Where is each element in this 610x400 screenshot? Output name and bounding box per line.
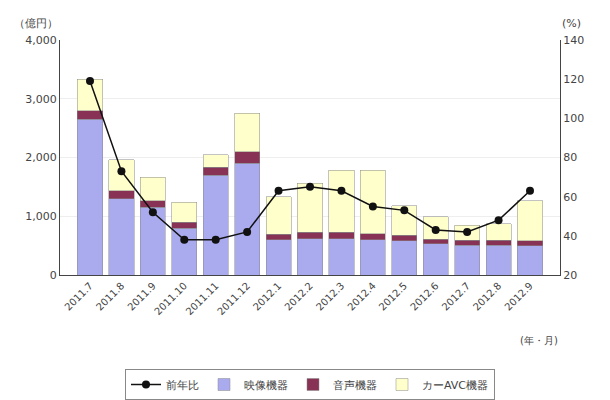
svg-text:映像機器: 映像機器 xyxy=(244,379,288,392)
svg-text:60: 60 xyxy=(563,191,577,204)
svg-text:(年・月): (年・月) xyxy=(520,335,558,346)
svg-text:2012.7: 2012.7 xyxy=(440,280,473,313)
svg-text:カーAVC機器: カーAVC機器 xyxy=(422,379,488,392)
svg-text:2011.12: 2011.12 xyxy=(215,280,252,317)
svg-text:1,000: 1,000 xyxy=(25,210,57,223)
svg-text:2012.9: 2012.9 xyxy=(502,280,535,313)
svg-text:20: 20 xyxy=(563,269,577,282)
svg-text:2012.5: 2012.5 xyxy=(377,280,410,313)
svg-text:2,000: 2,000 xyxy=(25,151,57,164)
svg-text:2012.4: 2012.4 xyxy=(345,280,378,313)
svg-text:100: 100 xyxy=(563,112,584,125)
svg-text:4,000: 4,000 xyxy=(25,34,57,47)
svg-text:3,000: 3,000 xyxy=(25,93,57,106)
svg-text:2012.1: 2012.1 xyxy=(251,280,284,313)
svg-text:音声機器: 音声機器 xyxy=(333,379,377,392)
svg-text:0: 0 xyxy=(50,269,57,282)
svg-text:2012.6: 2012.6 xyxy=(408,280,441,313)
svg-text:2011.11: 2011.11 xyxy=(184,280,221,317)
svg-text:2011.8: 2011.8 xyxy=(94,280,127,313)
svg-text:2012.3: 2012.3 xyxy=(314,280,347,313)
svg-text:40: 40 xyxy=(563,230,577,243)
svg-text:2011.10: 2011.10 xyxy=(152,280,189,317)
svg-text:2011.9: 2011.9 xyxy=(125,280,158,313)
svg-text:80: 80 xyxy=(563,151,577,164)
svg-text:(%): (%) xyxy=(562,17,581,30)
svg-text:前年比: 前年比 xyxy=(166,379,199,392)
svg-text:140: 140 xyxy=(563,34,584,47)
svg-text:（億円）: （億円） xyxy=(14,17,58,30)
svg-text:2012.8: 2012.8 xyxy=(471,280,504,313)
svg-text:2012.2: 2012.2 xyxy=(282,280,315,313)
svg-text:2011.7: 2011.7 xyxy=(62,280,95,313)
svg-text:120: 120 xyxy=(563,73,584,86)
